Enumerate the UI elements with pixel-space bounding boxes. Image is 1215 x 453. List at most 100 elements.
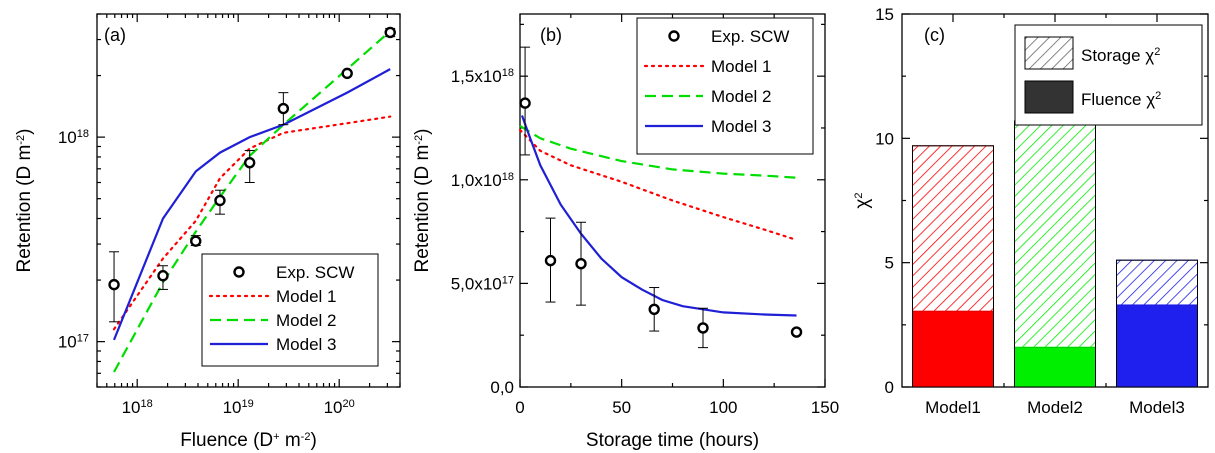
panel-c-bars [912, 120, 1198, 388]
legend-swatch-storage [1024, 36, 1074, 70]
legend-entry-label: Model 2 [276, 311, 336, 330]
y-tick-label: 1,5x1018 [451, 67, 514, 86]
panel-a-label: (a) [104, 25, 126, 45]
text-part: ) [412, 129, 433, 135]
x-tick-label: 1019 [223, 398, 254, 417]
panel-a-series [112, 30, 392, 373]
legend-entry-label: Model 1 [711, 57, 771, 76]
superscript: 18 [502, 171, 514, 183]
data-point [790, 326, 803, 338]
superscript: 20 [343, 398, 355, 410]
panel-a-legend: Exp. SCW Model 1 Model 2 Model 3 [201, 253, 379, 367]
data-point [108, 278, 120, 291]
y-tick-label: 10 [875, 129, 894, 148]
legend-entry-label: Fluence χ2 [1081, 90, 1161, 109]
text-part: 10 [122, 398, 141, 417]
y-tick-label: 1017 [58, 333, 89, 352]
text-part: 10 [223, 398, 242, 417]
y-tick-label: 5 [885, 254, 894, 273]
text-part: Retention (D m [412, 145, 433, 273]
y-tick-label: 15 [875, 5, 894, 24]
data-point [214, 194, 226, 207]
text-part: 10 [58, 128, 77, 147]
panel-c-y-axis-label: χ2 [852, 192, 873, 208]
y-tick-label: 0,0 [490, 378, 514, 397]
x-tick-label: 100 [709, 398, 737, 417]
superscript: 17 [502, 274, 514, 286]
superscript: 18 [77, 128, 89, 140]
legend-marker-experiment [668, 30, 680, 42]
bar-storage-model2 [1014, 120, 1096, 348]
series-line-model-3 [520, 115, 797, 317]
x-tick-label: Model3 [1129, 398, 1185, 417]
text-part: 10 [58, 333, 77, 352]
y-tick-label: 1018 [58, 128, 89, 147]
legend-box [636, 17, 814, 155]
legend-entry-label: Model 3 [276, 335, 336, 354]
legend-entry-label: Model 1 [276, 287, 336, 306]
panel-b-experiment-points [519, 46, 803, 349]
text-part: ) [14, 129, 35, 135]
bar-fluence-model3 [1116, 304, 1198, 388]
text-part: Storage χ [1081, 46, 1154, 65]
data-point [575, 258, 587, 270]
legend-marker-experiment [233, 266, 245, 278]
superscript: + [273, 431, 279, 443]
text-part: ) [310, 430, 316, 451]
data-point [648, 303, 660, 315]
text-part: 5,0x10 [451, 274, 502, 293]
y-tick-label: 5,0x1017 [451, 274, 514, 293]
x-tick-label: Model2 [1027, 398, 1083, 417]
superscript: 18 [502, 67, 514, 79]
x-tick-label: 0 [515, 398, 524, 417]
y-tick-label: 0 [885, 378, 894, 397]
text-part: 1,5x10 [451, 67, 502, 86]
bar-outline-model1 [912, 145, 994, 388]
bar-fluence-model2 [1014, 346, 1096, 388]
text-part: χ [852, 199, 873, 209]
panel-b-y-axis-label: Retention (D m-2) [412, 129, 433, 273]
superscript: -2 [413, 135, 425, 145]
x-tick-label: Model1 [925, 398, 981, 417]
panel-a-y-axis-label: Retention (D m-2) [14, 129, 35, 273]
legend-entry-label: Storage χ2 [1081, 46, 1160, 65]
panel-b-label: (b) [540, 25, 562, 45]
data-point [697, 322, 709, 334]
legend-entry-label: Model 2 [711, 87, 771, 106]
data-point [244, 156, 256, 169]
superscript: -2 [301, 431, 311, 443]
bar-fluence-model1 [912, 310, 994, 388]
text-part: m [280, 430, 301, 451]
series-line-model-1 [518, 128, 798, 241]
x-tick-label: 150 [811, 398, 839, 417]
data-point [519, 97, 531, 109]
bar-storage-model3 [1116, 259, 1198, 306]
series-line-model-3 [112, 68, 391, 341]
legend-entry-label: Model 3 [711, 117, 771, 136]
data-point [384, 26, 396, 39]
y-tick-label: 1,0x1018 [451, 171, 514, 190]
panel-a-plot-frame [96, 13, 401, 388]
panel-a-experiment-points [108, 26, 396, 323]
superscript: 2 [853, 192, 865, 198]
text-part: Retention (D m [14, 145, 35, 273]
text-part: 0,0 [490, 378, 514, 397]
panel-b-legend: Exp. SCW Model 1 Model 2 Model 3 [636, 17, 814, 155]
data-point [157, 270, 169, 282]
x-tick-label: 1018 [122, 398, 153, 417]
panel-a-x-axis-label: Fluence (D+ m-2) [180, 430, 317, 451]
superscript: -2 [15, 135, 27, 145]
data-point [341, 67, 353, 80]
panel-c-ticks: 0 5 10 15 Model1 Model2 Model3 [875, 5, 1208, 417]
x-tick-label: 50 [612, 398, 631, 417]
panel-c-label: (c) [924, 25, 945, 45]
legend-box [201, 253, 379, 367]
text-part: Fluence (D [180, 430, 273, 451]
legend-entry-label: Exp. SCW [711, 27, 789, 46]
